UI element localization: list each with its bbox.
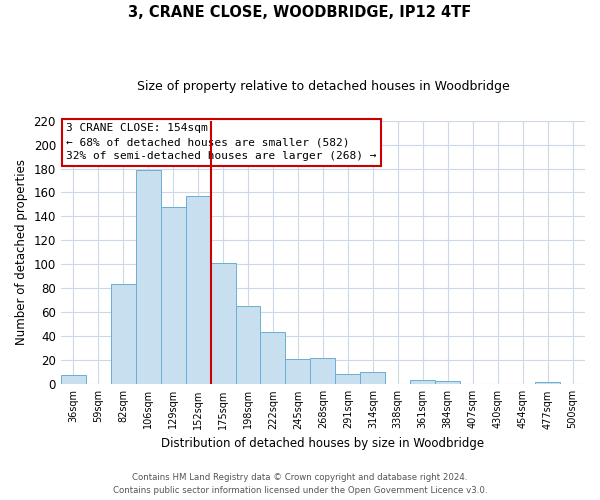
Bar: [335, 374, 361, 384]
Bar: [535, 382, 560, 384]
Bar: [410, 380, 435, 384]
Bar: [361, 372, 385, 384]
Bar: [61, 374, 86, 384]
Bar: [236, 306, 260, 384]
Title: Size of property relative to detached houses in Woodbridge: Size of property relative to detached ho…: [137, 80, 509, 93]
Bar: [260, 332, 286, 384]
Text: 3, CRANE CLOSE, WOODBRIDGE, IP12 4TF: 3, CRANE CLOSE, WOODBRIDGE, IP12 4TF: [128, 5, 472, 20]
Text: Contains HM Land Registry data © Crown copyright and database right 2024.
Contai: Contains HM Land Registry data © Crown c…: [113, 474, 487, 495]
Bar: [161, 207, 185, 384]
Bar: [286, 359, 310, 384]
Bar: [310, 358, 335, 384]
Bar: [111, 284, 136, 384]
Bar: [185, 196, 211, 384]
Text: 3 CRANE CLOSE: 154sqm
← 68% of detached houses are smaller (582)
32% of semi-det: 3 CRANE CLOSE: 154sqm ← 68% of detached …: [66, 123, 377, 161]
Bar: [211, 263, 236, 384]
X-axis label: Distribution of detached houses by size in Woodbridge: Distribution of detached houses by size …: [161, 437, 484, 450]
Bar: [136, 170, 161, 384]
Bar: [435, 380, 460, 384]
Y-axis label: Number of detached properties: Number of detached properties: [15, 160, 28, 346]
